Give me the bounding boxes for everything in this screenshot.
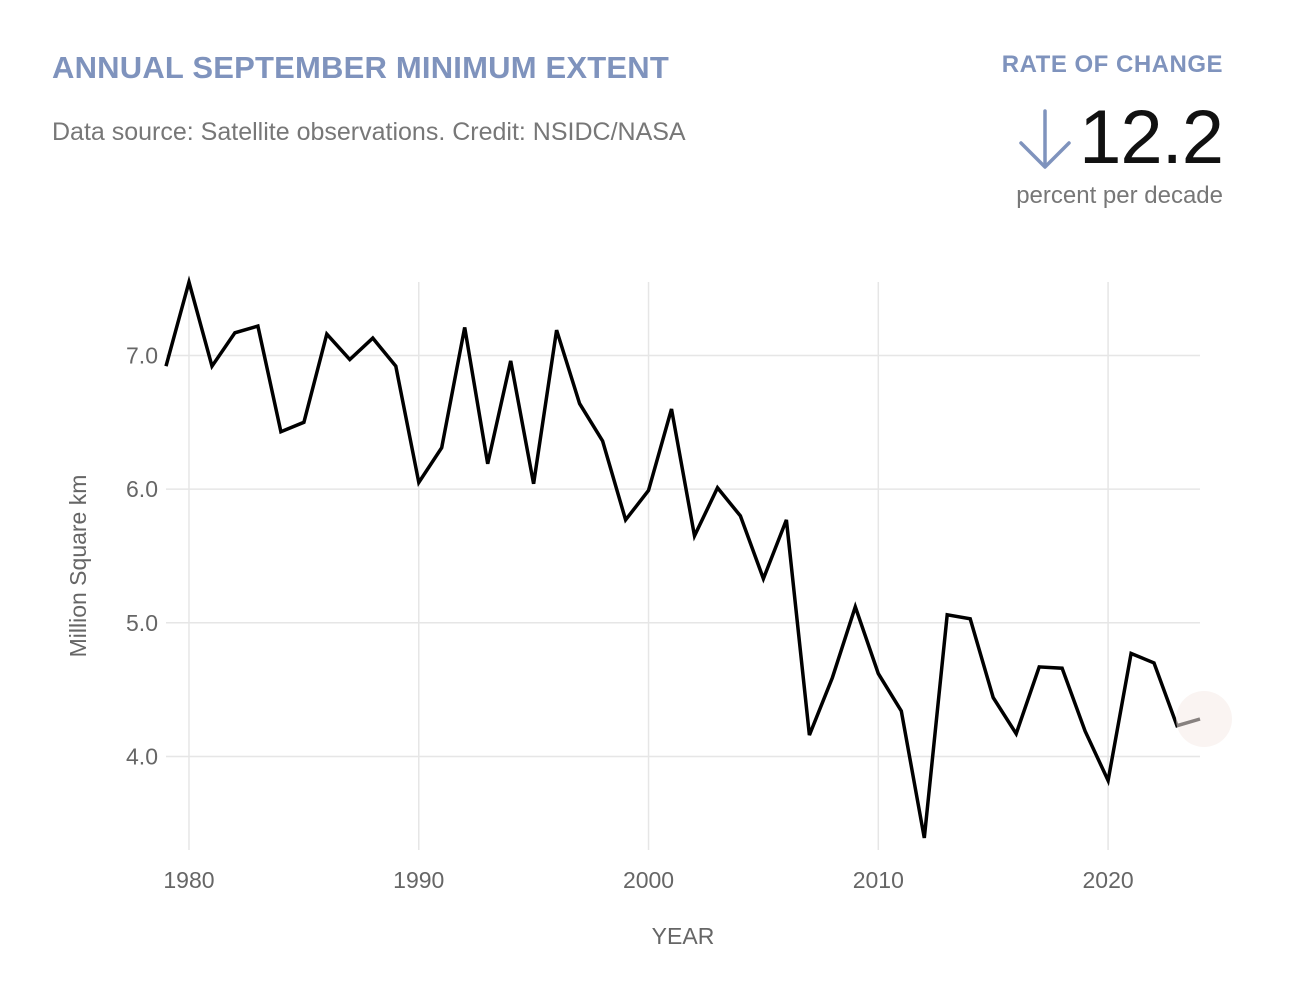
y-tick-label: 4.0 (126, 743, 158, 769)
arrow-down-icon (1019, 109, 1071, 169)
x-tick-label: 2000 (623, 867, 674, 893)
y-axis-title: Million Square km (65, 475, 91, 658)
rate-of-change-value-row: 12.2 (1017, 95, 1224, 180)
rate-of-change-label: RATE OF CHANGE (1001, 51, 1223, 78)
y-tick-label: 6.0 (126, 476, 158, 502)
x-axis-tick-labels: 1980 1990 2000 2010 2020 (163, 867, 1133, 893)
vertical-gridlines (188, 282, 1109, 850)
chart-subtitle: Data source: Satellite observations. Cre… (52, 118, 686, 146)
hover-highlight[interactable] (1176, 691, 1232, 748)
chart-title: ANNUAL SEPTEMBER MINIMUM EXTENT (52, 50, 670, 85)
x-tick-label: 2010 (853, 867, 904, 893)
x-tick-label: 1990 (393, 867, 444, 893)
y-axis-tick-labels: 4.0 5.0 6.0 7.0 (126, 343, 158, 770)
y-tick-label: 5.0 (126, 610, 158, 636)
x-axis-title: YEAR (652, 923, 715, 949)
series-line (164, 275, 1201, 839)
x-tick-label: 1980 (163, 867, 214, 893)
rate-of-change-value: 12.2 (1079, 95, 1224, 180)
y-tick-label: 7.0 (126, 343, 158, 369)
rate-of-change-unit: percent per decade (1016, 182, 1223, 209)
x-tick-label: 2020 (1083, 867, 1134, 893)
horizontal-gridlines (166, 354, 1200, 758)
